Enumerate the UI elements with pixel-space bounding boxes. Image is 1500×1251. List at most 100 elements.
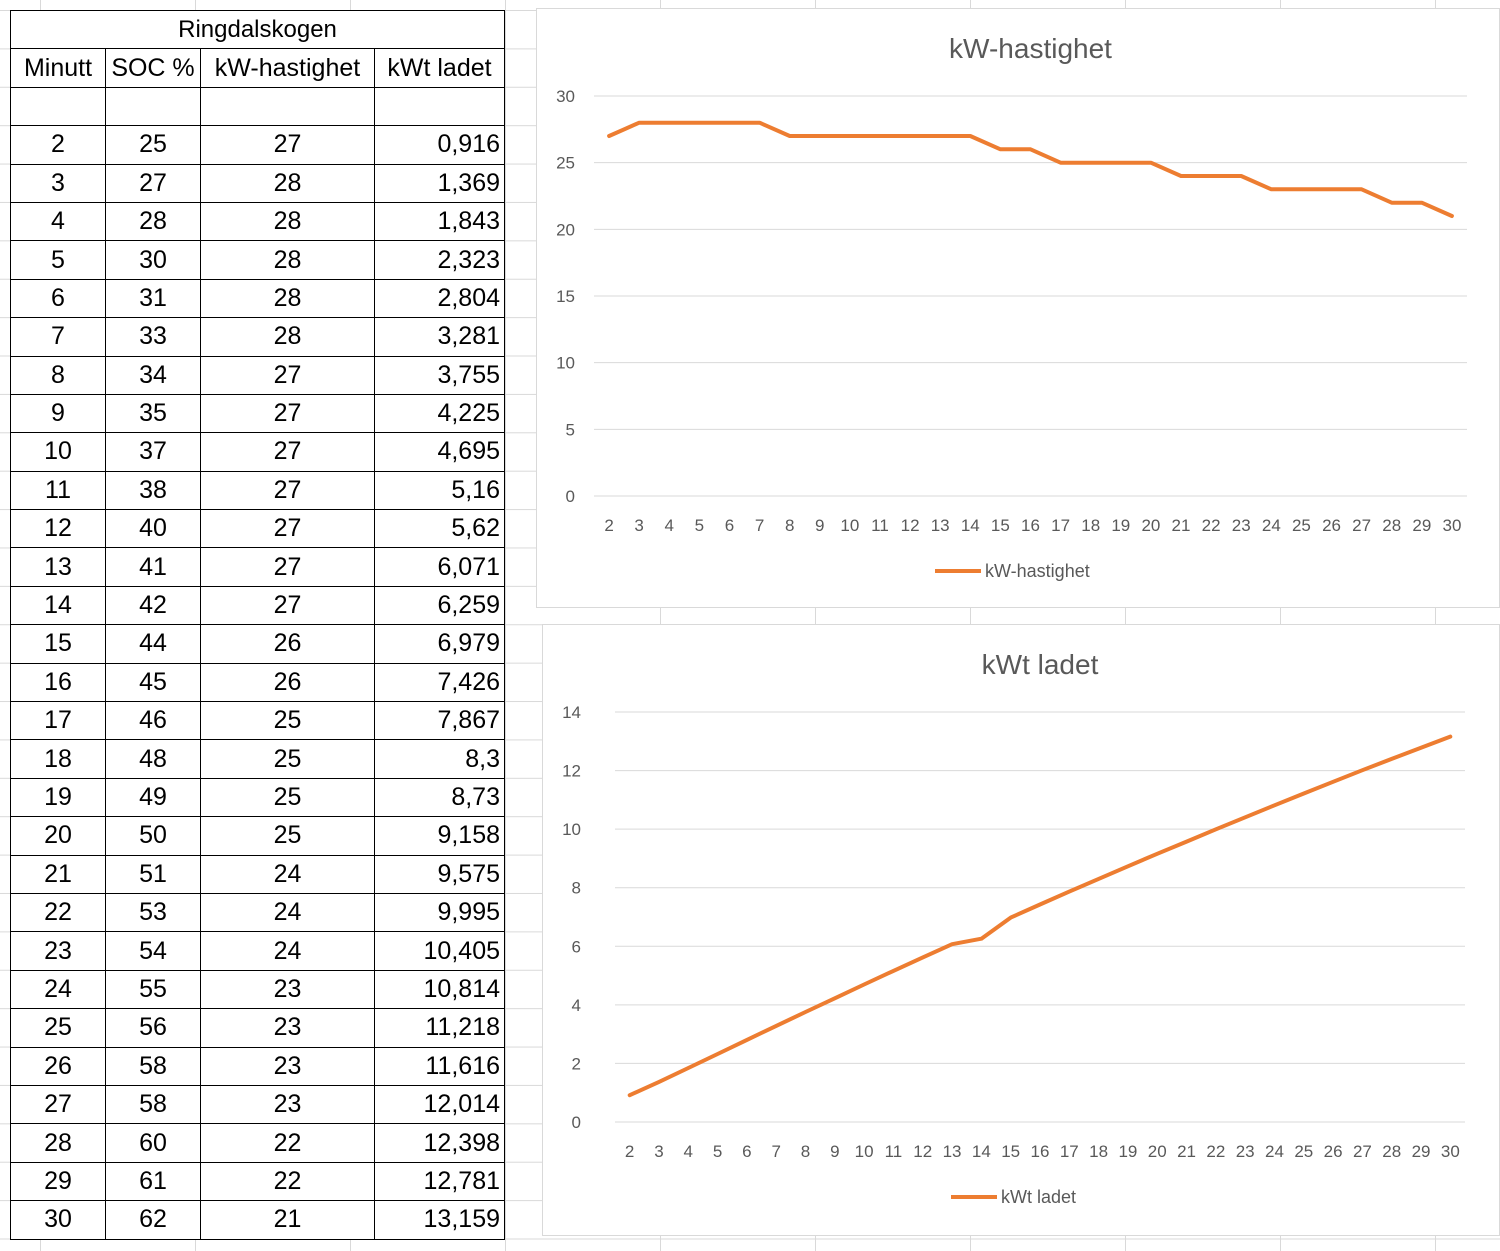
cell-kw-hastighet: 22 bbox=[200, 1123, 375, 1163]
cell-soc: 44 bbox=[105, 624, 201, 664]
cell-kw-hastighet: 25 bbox=[200, 701, 375, 741]
chart-title: kW-hastighet bbox=[949, 33, 1112, 64]
header-kwt-ladet: kWt ladet bbox=[374, 48, 505, 88]
cell-soc: 62 bbox=[105, 1200, 201, 1240]
cell-minutt: 2 bbox=[10, 125, 106, 165]
cell-soc: 37 bbox=[105, 432, 201, 472]
x-tick-label: 5 bbox=[695, 516, 704, 535]
x-tick-label: 15 bbox=[1001, 1142, 1020, 1161]
y-tick-label: 0 bbox=[566, 487, 575, 506]
cell-kw-hastighet: 25 bbox=[200, 777, 375, 818]
empty-cell bbox=[105, 86, 201, 127]
cell-minutt: 29 bbox=[10, 1161, 106, 1202]
header-kw-hastighet: kW-hastighet bbox=[200, 48, 375, 88]
x-tick-label: 29 bbox=[1412, 1142, 1431, 1161]
table-row: 5 30 28 2,323 bbox=[10, 240, 505, 280]
cell-kwt-ladet: 6,071 bbox=[374, 547, 505, 587]
cell-kwt-ladet: 5,62 bbox=[374, 509, 505, 549]
table-row: 27 58 23 12,014 bbox=[10, 1084, 505, 1125]
cell-kw-hastighet: 24 bbox=[200, 931, 375, 971]
cell-kwt-ladet: 9,575 bbox=[374, 854, 505, 894]
table-row: 4 28 28 1,843 bbox=[10, 201, 505, 242]
table-row: 12 40 27 5,62 bbox=[10, 509, 505, 549]
cell-kwt-ladet: 1,369 bbox=[374, 163, 505, 203]
x-tick-label: 10 bbox=[840, 516, 859, 535]
table-empty-row bbox=[10, 86, 505, 127]
table-body: Ringdalskogen Minutt SOC % kW-hastighet … bbox=[10, 9, 505, 1240]
cell-soc: 38 bbox=[105, 470, 201, 511]
cell-kwt-ladet: 12,398 bbox=[374, 1123, 505, 1163]
cell-minutt: 13 bbox=[10, 547, 106, 587]
cell-kw-hastighet: 28 bbox=[200, 240, 375, 280]
table-row: 13 41 27 6,071 bbox=[10, 547, 505, 587]
cell-kw-hastighet: 22 bbox=[200, 1161, 375, 1202]
y-tick-label: 30 bbox=[556, 87, 575, 106]
cell-minutt: 4 bbox=[10, 201, 106, 242]
x-tick-label: 16 bbox=[1021, 516, 1040, 535]
cell-minutt: 16 bbox=[10, 662, 106, 703]
x-tick-label: 4 bbox=[665, 516, 674, 535]
cell-kwt-ladet: 4,225 bbox=[374, 393, 505, 434]
cell-kw-hastighet: 27 bbox=[200, 393, 375, 434]
x-tick-label: 24 bbox=[1265, 1142, 1284, 1161]
x-tick-label: 2 bbox=[604, 516, 613, 535]
x-tick-label: 13 bbox=[931, 516, 950, 535]
cell-soc: 58 bbox=[105, 1084, 201, 1125]
cell-kwt-ladet: 2,323 bbox=[374, 240, 505, 280]
y-tick-label: 20 bbox=[556, 220, 575, 239]
cell-soc: 41 bbox=[105, 547, 201, 587]
cell-kwt-ladet: 3,755 bbox=[374, 355, 505, 395]
cell-kw-hastighet: 23 bbox=[200, 969, 375, 1010]
table-row: 2 25 27 0,916 bbox=[10, 125, 505, 165]
cell-soc: 53 bbox=[105, 892, 201, 933]
cell-kw-hastighet: 25 bbox=[200, 739, 375, 779]
cell-kwt-ladet: 2,804 bbox=[374, 278, 505, 319]
y-tick-label: 5 bbox=[566, 420, 575, 439]
table-header-row: Minutt SOC % kW-hastighet kWt ladet bbox=[10, 48, 505, 88]
table-row: 11 38 27 5,16 bbox=[10, 470, 505, 511]
x-tick-label: 11 bbox=[871, 516, 889, 535]
cell-soc: 46 bbox=[105, 701, 201, 741]
x-tick-label: 16 bbox=[1031, 1142, 1050, 1161]
cell-kwt-ladet: 8,3 bbox=[374, 739, 505, 779]
y-tick-label: 8 bbox=[572, 879, 581, 898]
cell-minutt: 14 bbox=[10, 585, 106, 626]
table-row: 19 49 25 8,73 bbox=[10, 777, 505, 818]
cell-minutt: 17 bbox=[10, 701, 106, 741]
cell-minutt: 22 bbox=[10, 892, 106, 933]
x-tick-label: 24 bbox=[1262, 516, 1281, 535]
cell-kw-hastighet: 28 bbox=[200, 278, 375, 319]
cell-kwt-ladet: 10,814 bbox=[374, 969, 505, 1010]
x-tick-label: 26 bbox=[1322, 516, 1341, 535]
x-tick-label: 13 bbox=[943, 1142, 962, 1161]
y-tick-label: 0 bbox=[572, 1113, 581, 1132]
cell-kwt-ladet: 6,259 bbox=[374, 585, 505, 626]
x-tick-label: 18 bbox=[1089, 1142, 1108, 1161]
x-tick-label: 5 bbox=[713, 1142, 722, 1161]
cell-soc: 30 bbox=[105, 240, 201, 280]
cell-soc: 60 bbox=[105, 1123, 201, 1163]
x-tick-label: 9 bbox=[830, 1142, 839, 1161]
cell-soc: 31 bbox=[105, 278, 201, 319]
cell-kw-hastighet: 27 bbox=[200, 432, 375, 472]
x-tick-label: 26 bbox=[1324, 1142, 1343, 1161]
x-tick-label: 3 bbox=[654, 1142, 663, 1161]
x-tick-label: 14 bbox=[972, 1142, 991, 1161]
header-minutt: Minutt bbox=[10, 48, 106, 88]
x-tick-label: 7 bbox=[771, 1142, 780, 1161]
cell-minutt: 5 bbox=[10, 240, 106, 280]
x-tick-label: 4 bbox=[684, 1142, 693, 1161]
cell-minutt: 10 bbox=[10, 432, 106, 472]
table-row: 26 58 23 11,616 bbox=[10, 1046, 505, 1086]
x-tick-label: 17 bbox=[1051, 516, 1070, 535]
empty-cell bbox=[374, 86, 505, 127]
x-tick-label: 9 bbox=[815, 516, 824, 535]
cell-minutt: 18 bbox=[10, 739, 106, 779]
cell-minutt: 19 bbox=[10, 777, 106, 818]
cell-soc: 27 bbox=[105, 163, 201, 203]
cell-kw-hastighet: 27 bbox=[200, 547, 375, 587]
cell-kwt-ladet: 0,916 bbox=[374, 125, 505, 165]
legend-label: kWt ladet bbox=[1001, 1187, 1076, 1207]
cell-kwt-ladet: 6,979 bbox=[374, 624, 505, 664]
